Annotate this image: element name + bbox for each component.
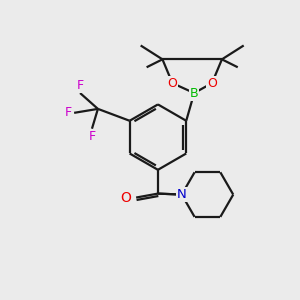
Text: F: F bbox=[76, 79, 84, 92]
Text: O: O bbox=[207, 76, 217, 90]
Text: B: B bbox=[190, 86, 199, 100]
Text: N: N bbox=[177, 188, 187, 201]
Text: O: O bbox=[167, 76, 177, 90]
Text: F: F bbox=[65, 106, 72, 119]
Text: F: F bbox=[88, 130, 95, 143]
Text: O: O bbox=[120, 190, 131, 205]
